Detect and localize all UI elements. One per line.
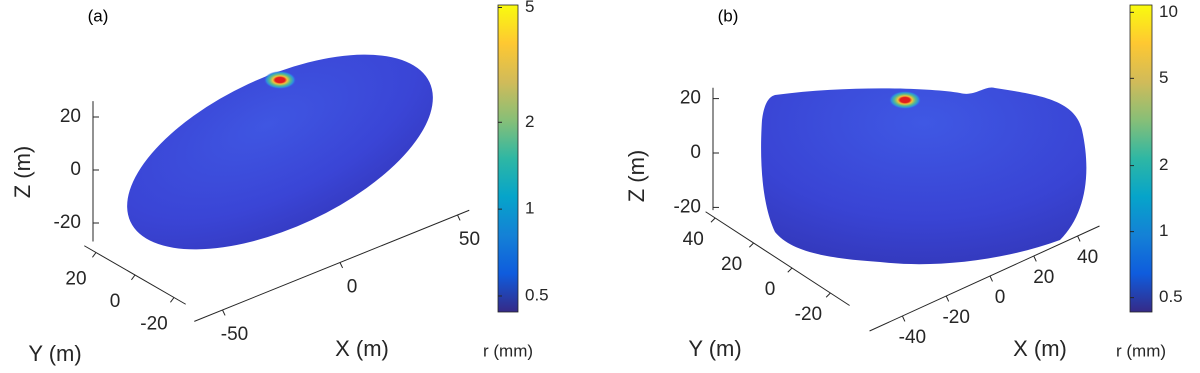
x-tick-label: -50 (221, 324, 248, 345)
x-tick (945, 295, 950, 302)
x-axis-line (194, 209, 470, 322)
z-tick-label: 20 (680, 88, 701, 109)
y-tick-label: 0 (110, 291, 121, 312)
y-tick-label: 40 (683, 229, 704, 250)
y-tick-label: 20 (721, 254, 742, 275)
y-tick-label: -20 (795, 304, 822, 325)
y-tick-label: 20 (65, 269, 86, 290)
colorbar-tick-label: 5 (525, 0, 534, 16)
y-tick (825, 292, 831, 298)
z-tick-label: -20 (674, 196, 701, 217)
z-tick-label: 0 (70, 159, 81, 180)
axes-3d (705, 87, 1100, 332)
y-tick (710, 217, 716, 223)
colorbar-tick-label: 1 (1159, 221, 1168, 240)
x-tick-label: 40 (1077, 247, 1098, 268)
x-axis-line (869, 225, 1100, 332)
x-tick-label: 0 (995, 287, 1006, 308)
z-tick-label: 20 (60, 106, 81, 127)
colorbar-label: r (mm) (483, 341, 533, 360)
x-tick-label: -40 (899, 327, 926, 348)
x-tick (901, 315, 906, 322)
surface-a (127, 54, 433, 250)
y-axis-label: Y (m) (688, 336, 741, 361)
colorbar-tick-label: 5 (1159, 68, 1168, 87)
z-axis-label: Z (m) (624, 150, 649, 203)
colorbar-label: r (mm) (1116, 341, 1166, 360)
y-tick-label: -20 (140, 314, 167, 335)
y-axis-label: Y (m) (28, 341, 81, 366)
colorbar (497, 4, 519, 313)
axes-3d (84, 101, 470, 322)
panel-label: (b) (718, 6, 739, 25)
colorbar-tick-label: 2 (1159, 155, 1168, 174)
z-tick-label: 0 (690, 142, 701, 163)
y-tick (131, 274, 136, 281)
panel-label: (a) (88, 6, 109, 25)
y-tick (170, 297, 175, 303)
colorbar (1129, 4, 1153, 313)
y-tick (92, 252, 97, 258)
x-tick-label: 50 (459, 229, 480, 250)
y-tick (787, 267, 793, 273)
surface-b (761, 87, 1087, 265)
z-tick-label: -20 (54, 212, 81, 233)
z-axis-label: Z (m) (10, 146, 35, 199)
y-tick-label: 0 (765, 279, 776, 300)
axes-layer (84, 87, 1100, 332)
x-axis-label: X (m) (335, 336, 389, 361)
colorbar-tick-label: 0.5 (525, 285, 549, 304)
x-tick (989, 275, 993, 282)
colorbar-tick-label: 1 (525, 199, 534, 218)
colorbar-tick-label: 10 (1159, 2, 1178, 21)
y-axis-line (705, 211, 850, 306)
x-tick-label: 20 (1033, 267, 1054, 288)
x-tick (1033, 255, 1037, 262)
x-tick-label: 0 (347, 277, 358, 298)
colorbar-tick-label: 2 (525, 112, 534, 131)
x-tick (222, 309, 226, 316)
x-tick (457, 214, 461, 221)
y-tick (749, 242, 754, 248)
x-tick (1077, 235, 1081, 242)
colorbar-tick-label: 0.5 (1159, 287, 1183, 306)
x-tick (339, 262, 344, 269)
x-tick-label: -20 (942, 307, 969, 328)
x-axis-label: X (m) (1013, 336, 1067, 361)
